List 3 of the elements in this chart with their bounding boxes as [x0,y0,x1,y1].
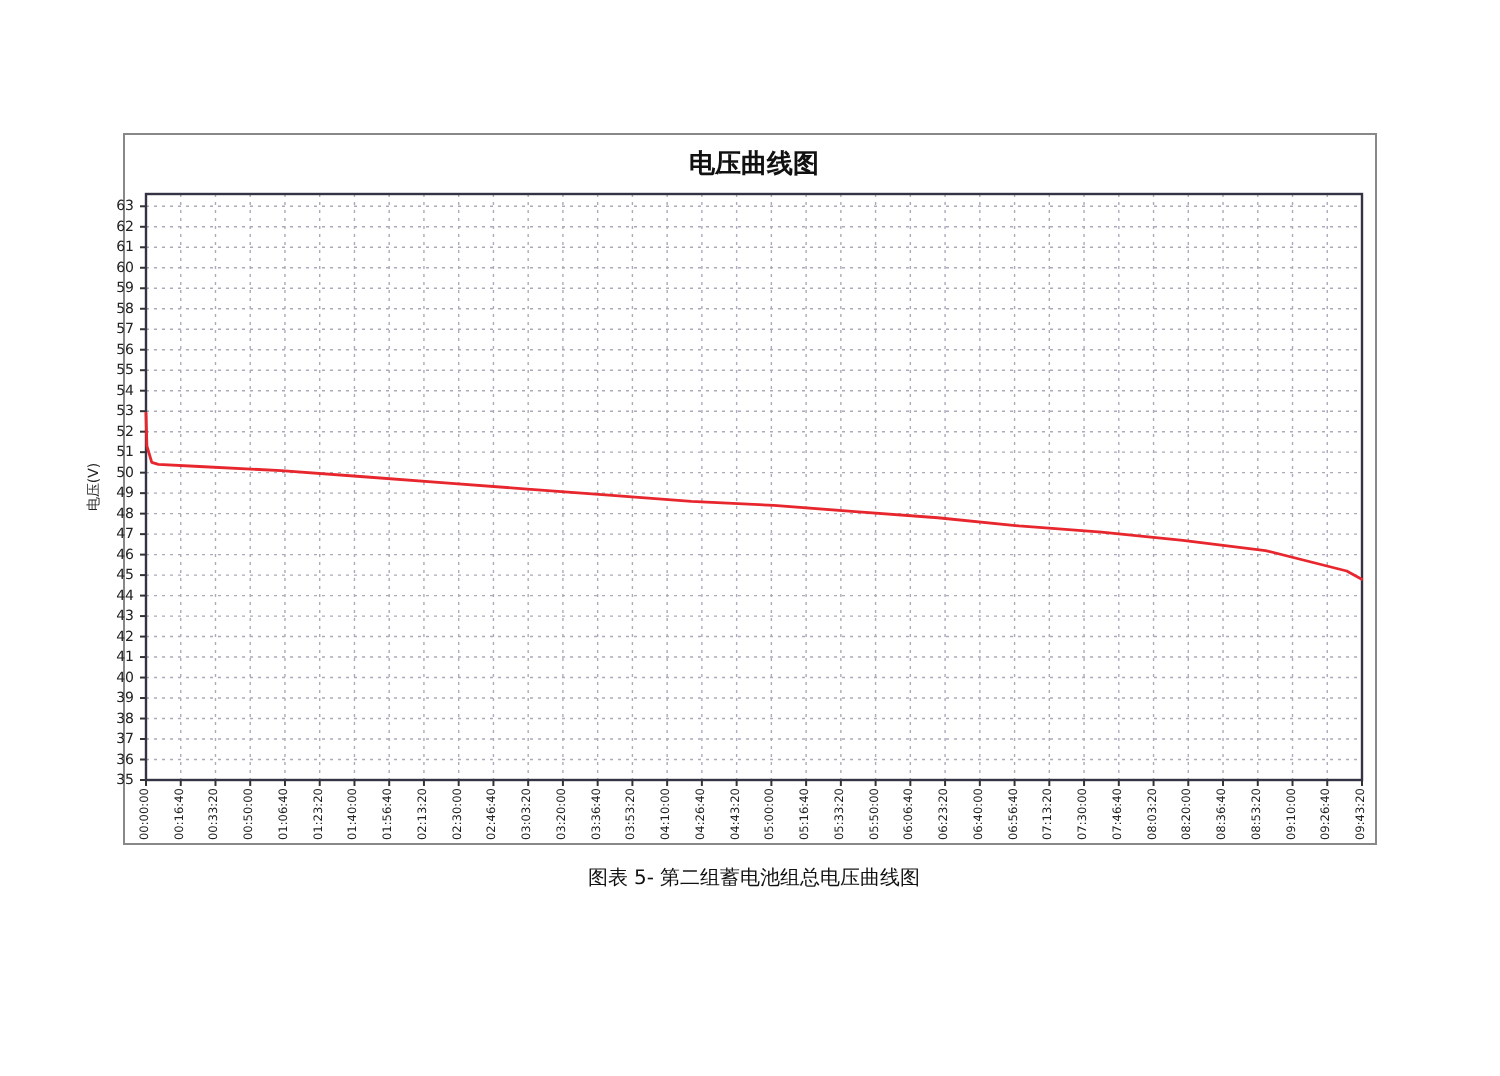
line-series [144,411,1364,581]
text: 图表 5- 第二组蓄电池组总电压曲线图 [587,866,921,890]
chart-title: 电压曲线图 [689,150,819,180]
